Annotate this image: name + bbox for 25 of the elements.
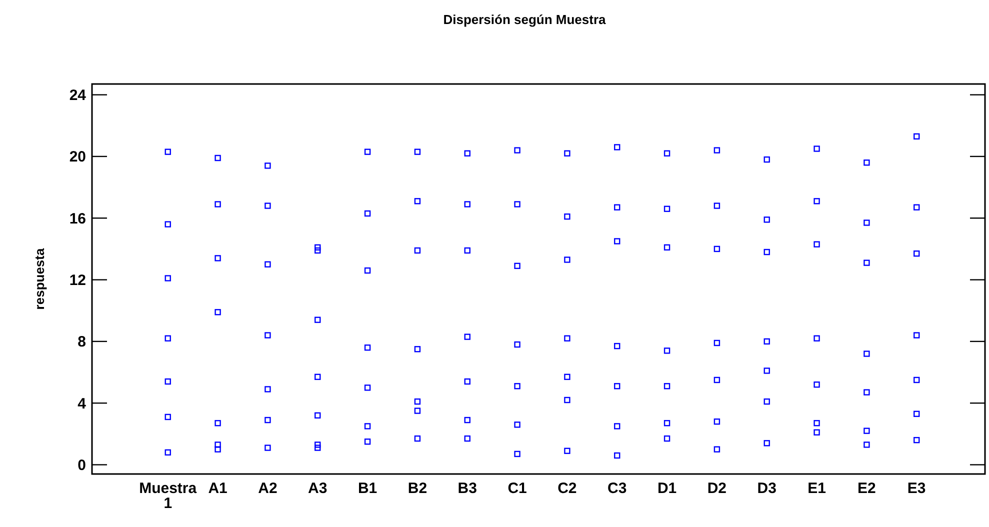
x-tick-label: A2 <box>258 480 278 497</box>
x-tick-label: E2 <box>858 480 876 497</box>
x-tick-label: D3 <box>757 480 776 497</box>
x-tick-label: E3 <box>907 480 926 497</box>
y-tick-label: 4 <box>78 395 87 412</box>
x-tick-label: B3 <box>458 480 477 497</box>
x-tick-label: C2 <box>558 480 577 497</box>
y-axis-title: respuesta <box>32 248 47 310</box>
chart-title: Dispersión según Muestra <box>443 12 607 27</box>
x-tick-label: B1 <box>358 480 378 497</box>
x-tick-label: A1 <box>208 480 228 497</box>
x-tick-label: A3 <box>308 480 328 497</box>
x-tick-label: Muestra 1 <box>139 480 198 512</box>
y-tick-label: 20 <box>69 148 86 166</box>
y-tick-label: 0 <box>78 457 86 474</box>
y-tick-label: 16 <box>69 210 86 228</box>
x-tick-label: C3 <box>608 480 627 497</box>
y-tick-label: 12 <box>69 272 86 290</box>
x-tick-label: B2 <box>408 480 428 497</box>
y-tick-label: 24 <box>69 87 87 104</box>
x-tick-label: E1 <box>808 480 826 497</box>
x-tick-label: C1 <box>508 480 527 497</box>
y-tick-label: 8 <box>78 334 86 351</box>
x-tick-label: D1 <box>657 480 677 497</box>
x-tick-label: D2 <box>707 480 727 497</box>
